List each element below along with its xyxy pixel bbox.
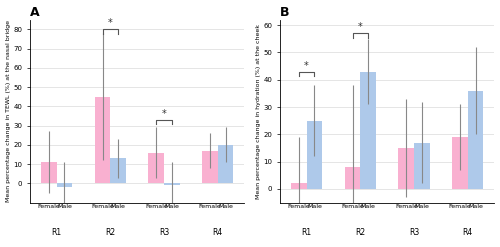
Text: R1: R1 [52, 227, 62, 237]
Text: R4: R4 [212, 227, 223, 237]
Text: R2: R2 [106, 227, 116, 237]
Y-axis label: Mean percentage change in hydration (%) at the cheek: Mean percentage change in hydration (%) … [256, 24, 260, 199]
Bar [218, 145, 234, 183]
Bar [41, 162, 56, 183]
Text: R3: R3 [409, 227, 419, 237]
Text: R1: R1 [302, 227, 312, 237]
Bar [344, 167, 360, 189]
Bar [306, 121, 322, 189]
Bar [360, 72, 376, 189]
Y-axis label: Mean percentage change in TEWL (%) at the nasal bridge: Mean percentage change in TEWL (%) at th… [6, 20, 10, 202]
Bar [414, 143, 430, 189]
Bar [164, 183, 180, 185]
Bar [110, 158, 126, 183]
Text: *: * [108, 19, 112, 28]
Text: *: * [358, 22, 362, 32]
Text: B: B [280, 5, 289, 19]
Text: *: * [304, 61, 309, 71]
Text: R4: R4 [462, 227, 473, 237]
Bar [468, 91, 483, 189]
Bar [291, 184, 306, 189]
Bar [148, 152, 164, 183]
Bar [56, 183, 72, 187]
Text: *: * [162, 109, 166, 119]
Text: A: A [30, 5, 40, 19]
Bar [94, 97, 110, 183]
Text: R2: R2 [356, 227, 366, 237]
Bar [398, 148, 414, 189]
Bar [202, 151, 218, 183]
Text: R3: R3 [159, 227, 169, 237]
Bar [452, 137, 468, 189]
